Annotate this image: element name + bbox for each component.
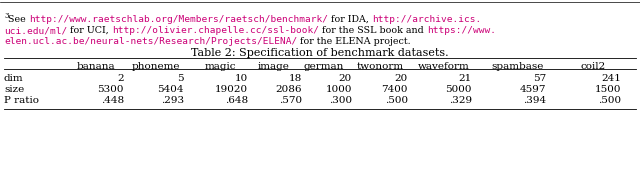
- Text: .394: .394: [523, 96, 546, 105]
- Text: dim: dim: [4, 74, 24, 83]
- Text: 2: 2: [117, 74, 124, 83]
- Text: image: image: [258, 62, 290, 71]
- Text: size: size: [4, 85, 24, 94]
- Text: magic: magic: [204, 62, 236, 71]
- Text: twonorm: twonorm: [356, 62, 404, 71]
- Text: 7400: 7400: [381, 85, 408, 94]
- Text: uci.edu/ml/: uci.edu/ml/: [4, 26, 67, 35]
- Text: 5: 5: [177, 74, 184, 83]
- Text: Table 2: Specification of benchmark datasets.: Table 2: Specification of benchmark data…: [191, 48, 449, 58]
- Text: 5000: 5000: [445, 85, 472, 94]
- Text: http://www.raetschlab.org/Members/raetsch/benchmark/: http://www.raetschlab.org/Members/raetsc…: [29, 15, 328, 24]
- Text: .329: .329: [449, 96, 472, 105]
- Text: 5300: 5300: [97, 85, 124, 94]
- Text: for the ELENA project.: for the ELENA project.: [297, 37, 411, 46]
- Text: .500: .500: [598, 96, 621, 105]
- Text: german: german: [304, 62, 344, 71]
- Text: 1000: 1000: [326, 85, 352, 94]
- Text: .570: .570: [279, 96, 302, 105]
- Text: coil2: coil2: [580, 62, 605, 71]
- Text: 4597: 4597: [520, 85, 546, 94]
- Text: 57: 57: [532, 74, 546, 83]
- Text: .648: .648: [225, 96, 248, 105]
- Text: P ratio: P ratio: [4, 96, 39, 105]
- Text: 20: 20: [339, 74, 352, 83]
- Text: banana: banana: [77, 62, 115, 71]
- Text: 241: 241: [601, 74, 621, 83]
- Text: for UCI,: for UCI,: [67, 26, 112, 35]
- Text: See: See: [8, 15, 29, 24]
- Text: https://www.: https://www.: [427, 26, 496, 35]
- Text: for IDA,: for IDA,: [328, 15, 372, 24]
- Text: 21: 21: [459, 74, 472, 83]
- Text: 3: 3: [4, 12, 8, 20]
- Text: .300: .300: [329, 96, 352, 105]
- Text: 10: 10: [235, 74, 248, 83]
- Text: elen.ucl.ac.be/neural-nets/Research/Projects/ELENA/: elen.ucl.ac.be/neural-nets/Research/Proj…: [4, 37, 297, 46]
- Text: http://archive.ics.: http://archive.ics.: [372, 15, 481, 24]
- Text: 1500: 1500: [595, 85, 621, 94]
- Text: 2086: 2086: [275, 85, 302, 94]
- Text: phoneme: phoneme: [132, 62, 180, 71]
- Text: spambase: spambase: [492, 62, 544, 71]
- Text: .448: .448: [101, 96, 124, 105]
- Text: 20: 20: [395, 74, 408, 83]
- Text: 19020: 19020: [215, 85, 248, 94]
- Text: .293: .293: [161, 96, 184, 105]
- Text: 18: 18: [289, 74, 302, 83]
- Text: .500: .500: [385, 96, 408, 105]
- Text: 5404: 5404: [157, 85, 184, 94]
- Text: for the SSL book and: for the SSL book and: [319, 26, 427, 35]
- Text: http://olivier.chapelle.cc/ssl-book/: http://olivier.chapelle.cc/ssl-book/: [112, 26, 319, 35]
- Text: waveform: waveform: [418, 62, 470, 71]
